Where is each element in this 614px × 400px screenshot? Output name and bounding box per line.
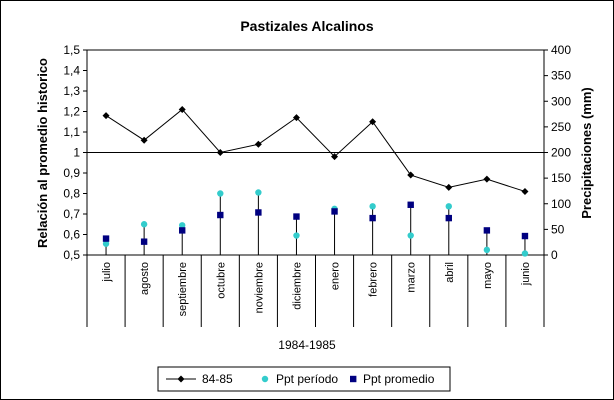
point-ppt-periodo (217, 190, 224, 197)
legend: 84-85 Ppt período Ppt promedio (157, 366, 451, 392)
y-left-tick-label: 0,8 (63, 187, 80, 201)
point-ppt-promedio (369, 214, 376, 222)
y-left-tick-label: 1,5 (63, 43, 80, 57)
y-left-tick-label: 0,9 (63, 166, 80, 180)
point-84-85 (483, 175, 491, 183)
point-ppt-promedio (217, 211, 224, 219)
y-left-tick-label: 1,3 (63, 84, 80, 98)
point-84-85 (292, 114, 300, 122)
y-right-tick-label: 350 (551, 69, 571, 83)
point-ppt-periodo (293, 232, 300, 239)
point-ppt-promedio (445, 214, 452, 222)
point-84-85 (254, 140, 262, 148)
category-label: noviembre (253, 262, 265, 313)
category-label: junio (520, 262, 532, 286)
y-axis-right-title: Precipitaciones (mm) (579, 87, 594, 219)
category-label: marzo (406, 262, 418, 293)
point-ppt-periodo (369, 203, 376, 210)
legend-marker-ppt-promedio (350, 375, 357, 383)
point-ppt-periodo (140, 221, 148, 228)
y-right-tick-label: 0 (551, 248, 558, 262)
plot-area: 0,5 0,6 0,7 0,8 0,9 1 1,1 1,2 1,3 1,4 1,5 0 50 100 150… (63, 43, 571, 327)
x-axis-title: 1984-1985 (278, 338, 336, 352)
point-ppt-promedio (407, 201, 414, 208)
category-label: abril (444, 262, 456, 283)
point-ppt-promedio (521, 232, 529, 240)
y-right-tick-label: 150 (551, 171, 571, 185)
y-left-tick-label: 0,5 (63, 248, 80, 262)
point-ppt-periodo (102, 240, 110, 247)
point-ppt-promedio (140, 238, 148, 245)
point-84-85 (407, 171, 415, 179)
category-label: enero (330, 262, 342, 290)
category-label: febrero (368, 262, 380, 297)
point-ppt-promedio (255, 209, 262, 216)
point-ppt-promedio (331, 208, 338, 215)
point-ppt-periodo (483, 246, 491, 254)
point-84-85 (216, 149, 224, 156)
point-ppt-promedio (483, 227, 491, 234)
y-right-tick-label: 250 (551, 120, 571, 134)
category-label: octubre (215, 262, 227, 299)
y-right-tick-label: 400 (551, 43, 571, 57)
point-84-85 (369, 118, 377, 126)
point-ppt-promedio (293, 213, 300, 220)
legend-marker-ppt-periodo (261, 375, 269, 383)
legend-label-ppt-promedio: Ppt promedio (363, 372, 435, 386)
point-84-85 (445, 183, 453, 191)
point-ppt-promedio (102, 235, 110, 242)
legend-marker-84-85 (177, 375, 185, 383)
category-label: mayo (482, 262, 494, 289)
point-84-85 (102, 112, 110, 120)
category-label: julio (101, 262, 113, 283)
chart-title: Pastizales Alcalinos (240, 18, 374, 34)
point-ppt-periodo (445, 203, 452, 210)
y-left-tick-label: 1,1 (63, 125, 80, 139)
point-84-85 (331, 153, 339, 161)
y-right-tick-label: 100 (551, 197, 571, 211)
category-label: agosto (139, 262, 151, 295)
y-left-tick-label: 0,7 (63, 207, 80, 221)
series-line-84-85 (105, 108, 526, 192)
point-ppt-promedio (179, 227, 186, 234)
point-ppt-periodo (407, 232, 414, 239)
y-left-tick-label: 1,4 (63, 64, 80, 78)
category-label: diciembre (291, 262, 303, 310)
y-axis-left-title: Relación al promedio historico (35, 58, 50, 248)
point-ppt-periodo (521, 250, 529, 257)
point-ppt-periodo (179, 222, 186, 229)
category-label: septiembre (177, 262, 189, 316)
y-left-tick-label: 1 (73, 146, 80, 160)
y-right-tick-label: 200 (551, 146, 571, 160)
legend-label-ppt-periodo: Ppt período (276, 372, 338, 386)
legend-label-84-85: 84-85 (202, 372, 233, 386)
point-ppt-periodo (255, 189, 262, 196)
y-right-tick-label: 50 (551, 222, 565, 236)
point-84-85 (521, 187, 529, 195)
point-84-85 (140, 136, 148, 144)
y-right-tick-label: 300 (551, 94, 571, 108)
y-left-tick-label: 0,6 (63, 228, 80, 242)
point-84-85 (178, 105, 186, 113)
y-left-tick-label: 1,2 (63, 105, 80, 119)
legend-box (157, 366, 451, 392)
